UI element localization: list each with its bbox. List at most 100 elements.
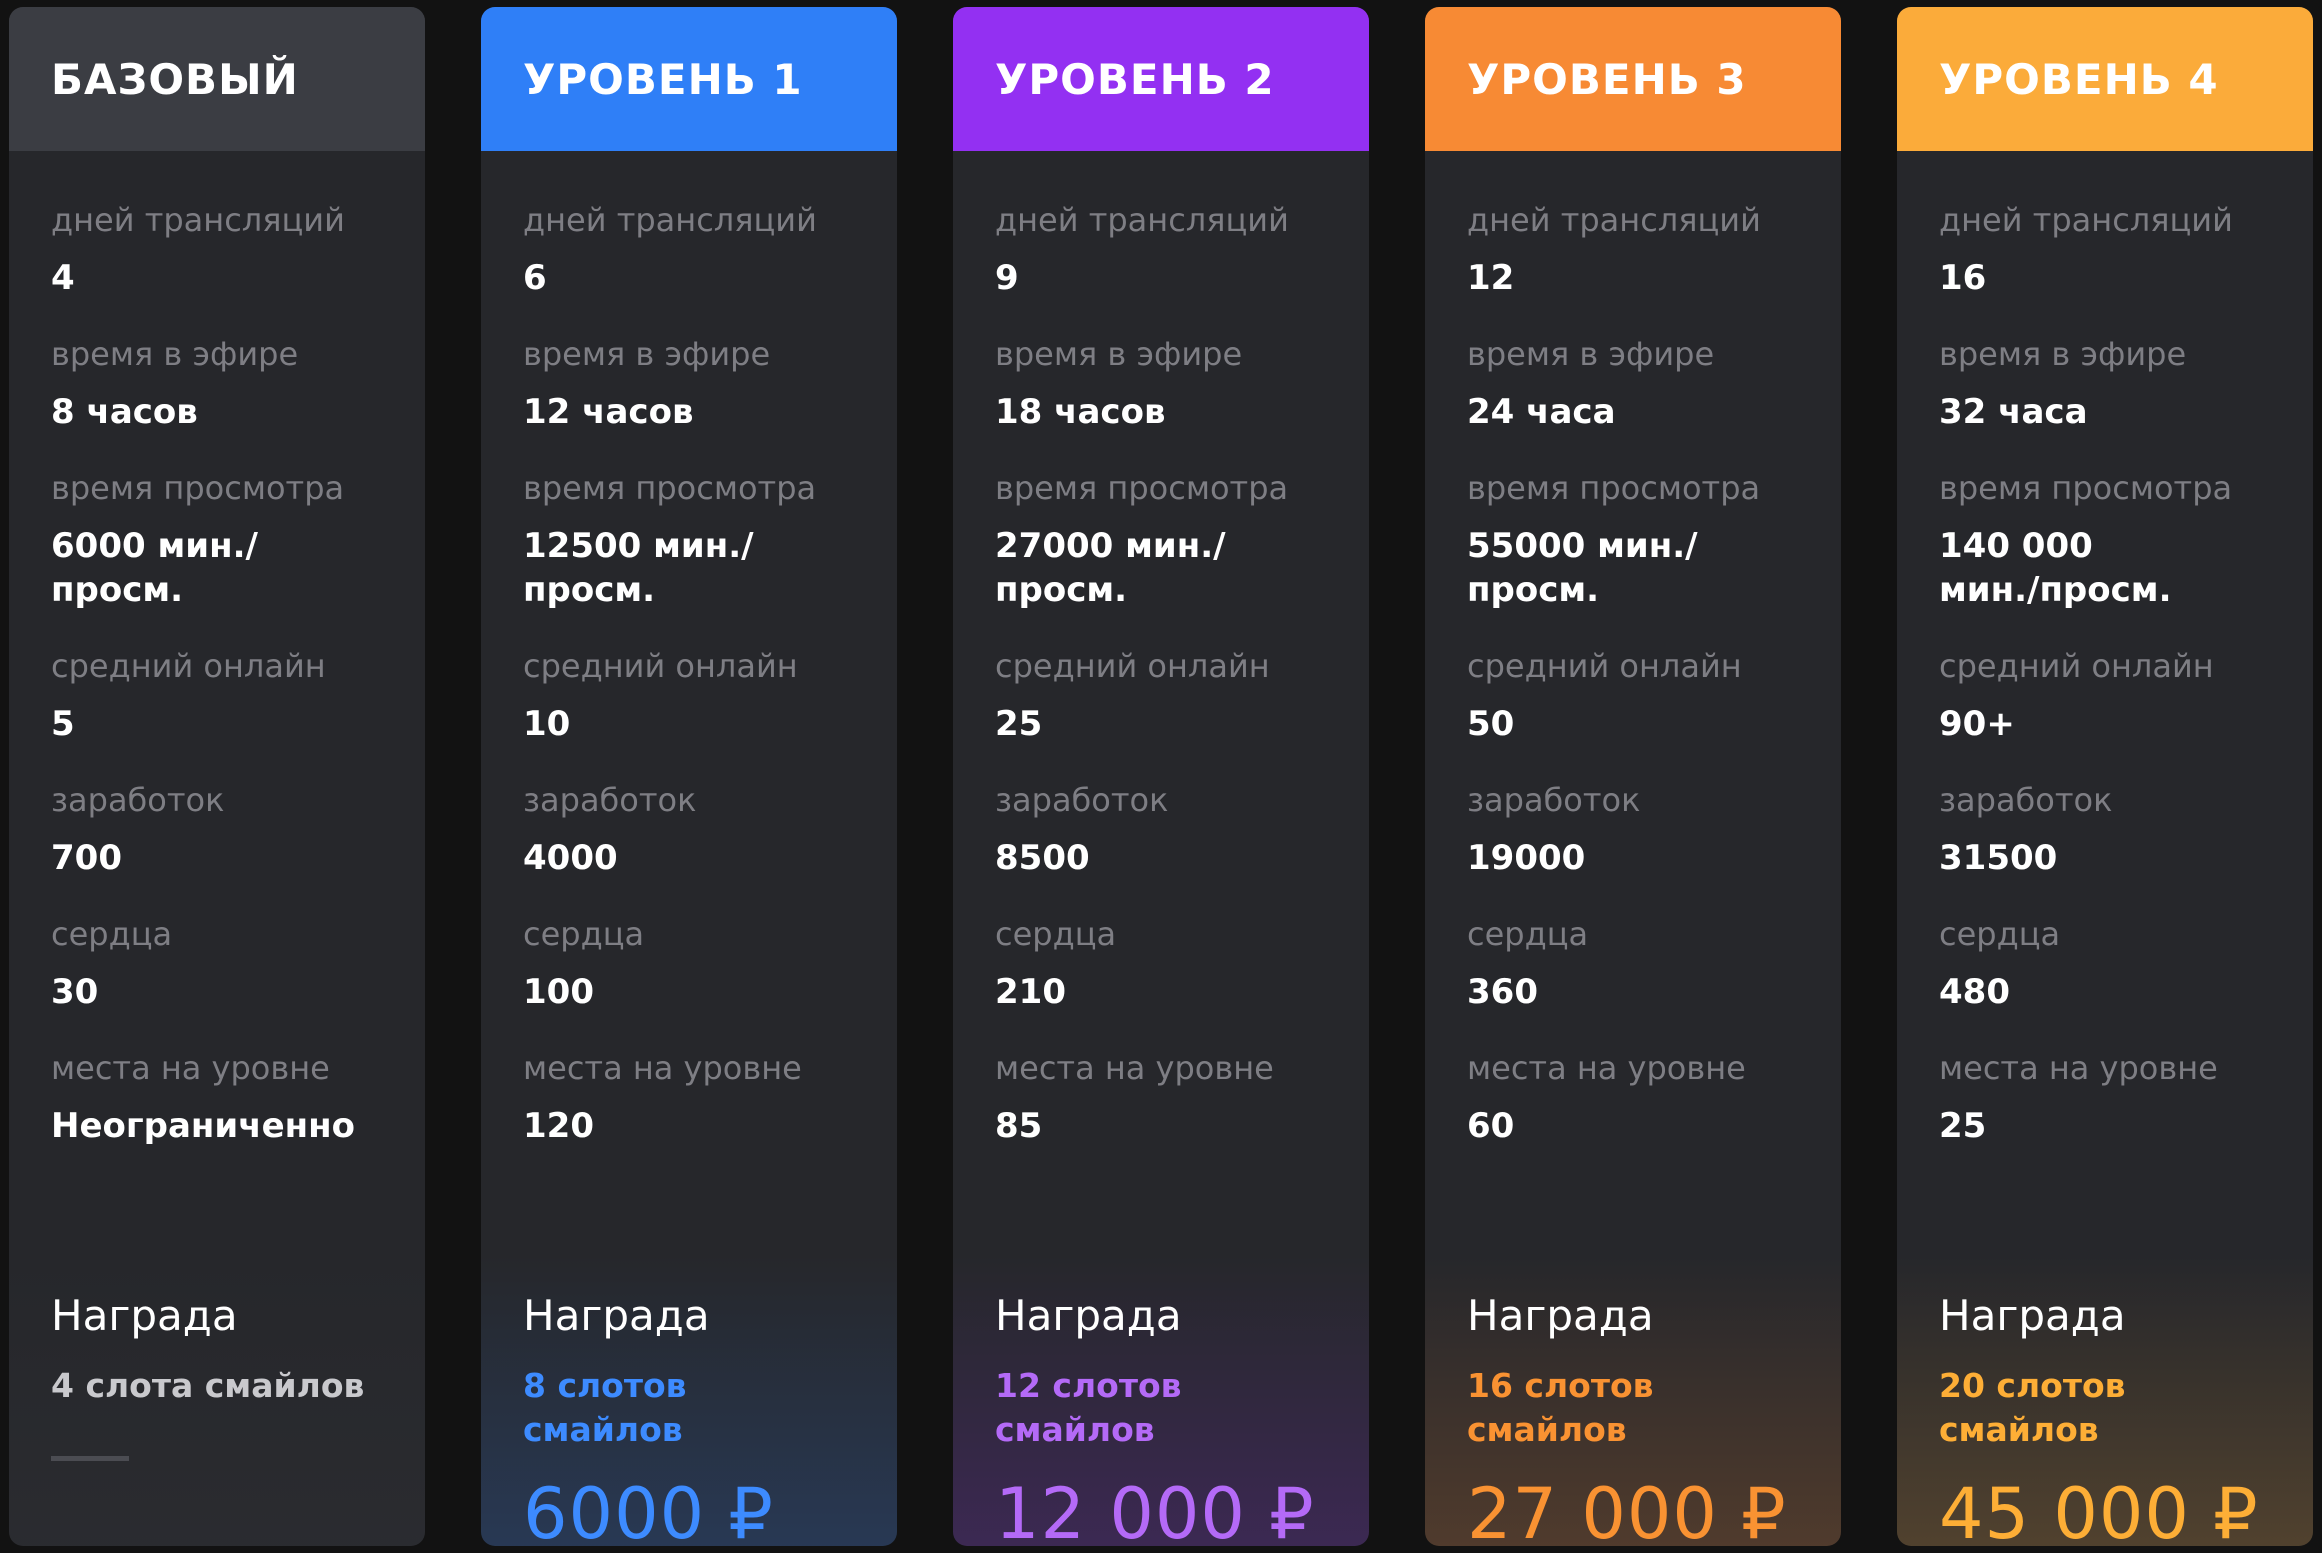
stat-label: средний онлайн <box>1467 647 1742 685</box>
stat-label: заработок <box>1467 781 1641 819</box>
tier-stats: дней трансляций 4 время в эфире 8 часов … <box>9 151 425 1148</box>
reward-description: 8 слотов смайлов <box>523 1366 687 1449</box>
stat-value: 25 <box>995 704 1043 744</box>
reward-description: 16 слотов смайлов <box>1467 1366 1654 1449</box>
stat-label: места на уровне <box>1939 1049 2218 1087</box>
stat-viewtime: время просмотра 55000 мин./просм. <box>1467 464 1799 612</box>
stat-label: сердца <box>51 915 173 953</box>
stat-viewtime: время просмотра 140 000 мин./просм. <box>1939 464 2271 612</box>
stat-earnings: заработок 4000 <box>523 776 855 880</box>
stat-label: время в эфире <box>51 335 299 373</box>
reward-description: 20 слотов смайлов <box>1939 1366 2126 1449</box>
stat-label: места на уровне <box>995 1049 1274 1087</box>
stat-value: 19000 <box>1467 838 1586 878</box>
tier-stats: дней трансляций 12 время в эфире 24 часа… <box>1425 151 1841 1148</box>
stat-label: средний онлайн <box>995 647 1270 685</box>
stat-slots: места на уровне 25 <box>1939 1044 2271 1148</box>
reward-title: Награда <box>1939 1291 2126 1340</box>
stat-value: 31500 <box>1939 838 2058 878</box>
stat-value: 700 <box>51 838 122 878</box>
stat-label: сердца <box>1467 915 1589 953</box>
stat-value: 10 <box>523 704 571 744</box>
tier-cards: БАЗОВЫЙ дней трансляций 4 время в эфире … <box>9 7 2313 1546</box>
stat-label: заработок <box>51 781 225 819</box>
tier-card-level-2[interactable]: УРОВЕНЬ 2 дней трансляций 9 время в эфир… <box>953 7 1369 1546</box>
tier-header: УРОВЕНЬ 3 <box>1425 7 1841 151</box>
stat-label: время в эфире <box>995 335 1243 373</box>
stat-hearts: сердца 210 <box>995 910 1327 1014</box>
stat-days: дней трансляций 16 <box>1939 196 2271 300</box>
stat-value: 50 <box>1467 704 1515 744</box>
stat-value: 120 <box>523 1106 594 1146</box>
tier-card-level-3[interactable]: УРОВЕНЬ 3 дней трансляций 12 время в эфи… <box>1425 7 1841 1546</box>
tier-title: УРОВЕНЬ 1 <box>523 54 803 104</box>
stat-value: 5 <box>51 704 75 744</box>
stat-earnings: заработок 19000 <box>1467 776 1799 880</box>
stat-value: 27000 мин./просм. <box>995 526 1226 610</box>
stat-hearts: сердца 360 <box>1467 910 1799 1014</box>
stat-days: дней трансляций 9 <box>995 196 1327 300</box>
stat-value: 24 часа <box>1467 392 1616 432</box>
tier-header: БАЗОВЫЙ <box>9 7 425 151</box>
reward-price[interactable]: 12 000 ₽ <box>995 1473 1315 1546</box>
reward-title: Награда <box>995 1291 1182 1340</box>
stat-label: заработок <box>1939 781 2113 819</box>
tier-header: УРОВЕНЬ 2 <box>953 7 1369 151</box>
tier-card-level-1[interactable]: УРОВЕНЬ 1 дней трансляций 6 время в эфир… <box>481 7 897 1546</box>
tier-stats: дней трансляций 9 время в эфире 18 часов… <box>953 151 1369 1148</box>
stat-value: 85 <box>995 1106 1043 1146</box>
reward-section: Награда 12 слотов смайлов 12 000 ₽ <box>953 1256 1369 1546</box>
stat-airtime: время в эфире 18 часов <box>995 330 1327 434</box>
stat-hearts: сердца 480 <box>1939 910 2271 1014</box>
stat-value: 8 часов <box>51 392 198 432</box>
stat-value: Неограниченно <box>51 1106 355 1146</box>
stat-hearts: сердца 30 <box>51 910 383 1014</box>
stat-value: 480 <box>1939 972 2010 1012</box>
tier-card-basic: БАЗОВЫЙ дней трансляций 4 время в эфире … <box>9 7 425 1546</box>
reward-price[interactable]: 45 000 ₽ <box>1939 1473 2259 1546</box>
no-price-dash <box>51 1456 129 1461</box>
tier-header: УРОВЕНЬ 1 <box>481 7 897 151</box>
stat-airtime: время в эфире 32 часа <box>1939 330 2271 434</box>
stat-label: дней трансляций <box>1939 201 2233 239</box>
stat-value: 12500 мин./просм. <box>523 526 754 610</box>
stat-value: 90+ <box>1939 704 2015 744</box>
stat-online: средний онлайн 25 <box>995 642 1327 746</box>
stat-value: 18 часов <box>995 392 1166 432</box>
stat-value: 100 <box>523 972 594 1012</box>
reward-description: 4 слота смайлов <box>51 1366 365 1405</box>
stat-online: средний онлайн 10 <box>523 642 855 746</box>
stat-slots: места на уровне 60 <box>1467 1044 1799 1148</box>
stat-label: время в эфире <box>1939 335 2187 373</box>
stat-value: 16 <box>1939 258 1987 298</box>
stat-label: средний онлайн <box>1939 647 2214 685</box>
stat-label: время просмотра <box>995 469 1289 507</box>
stat-value: 55000 мин./просм. <box>1467 526 1698 610</box>
tier-header: УРОВЕНЬ 4 <box>1897 7 2313 151</box>
stat-label: места на уровне <box>51 1049 330 1087</box>
reward-section: Награда 4 слота смайлов <box>9 1256 425 1546</box>
stat-label: заработок <box>523 781 697 819</box>
stat-viewtime: время просмотра 12500 мин./просм. <box>523 464 855 612</box>
stat-label: дней трансляций <box>995 201 1289 239</box>
stat-hearts: сердца 100 <box>523 910 855 1014</box>
tier-title: УРОВЕНЬ 4 <box>1939 54 2219 104</box>
stat-value: 12 часов <box>523 392 694 432</box>
tier-title: БАЗОВЫЙ <box>51 54 299 104</box>
stat-value: 25 <box>1939 1106 1987 1146</box>
reward-title: Награда <box>523 1291 710 1340</box>
stat-slots: места на уровне 120 <box>523 1044 855 1148</box>
reward-price[interactable]: 6000 ₽ <box>523 1473 774 1546</box>
stat-label: сердца <box>1939 915 2061 953</box>
stat-value: 30 <box>51 972 99 1012</box>
stat-label: время просмотра <box>1467 469 1761 507</box>
tier-stats: дней трансляций 16 время в эфире 32 часа… <box>1897 151 2313 1148</box>
stat-value: 6000 мин./просм. <box>51 526 258 610</box>
stat-slots: места на уровне Неограниченно <box>51 1044 383 1148</box>
stat-value: 32 часа <box>1939 392 2088 432</box>
tier-card-level-4[interactable]: УРОВЕНЬ 4 дней трансляций 16 время в эфи… <box>1897 7 2313 1546</box>
reward-price[interactable]: 27 000 ₽ <box>1467 1473 1787 1546</box>
stat-label: заработок <box>995 781 1169 819</box>
stat-airtime: время в эфире 8 часов <box>51 330 383 434</box>
stat-label: время просмотра <box>523 469 817 507</box>
